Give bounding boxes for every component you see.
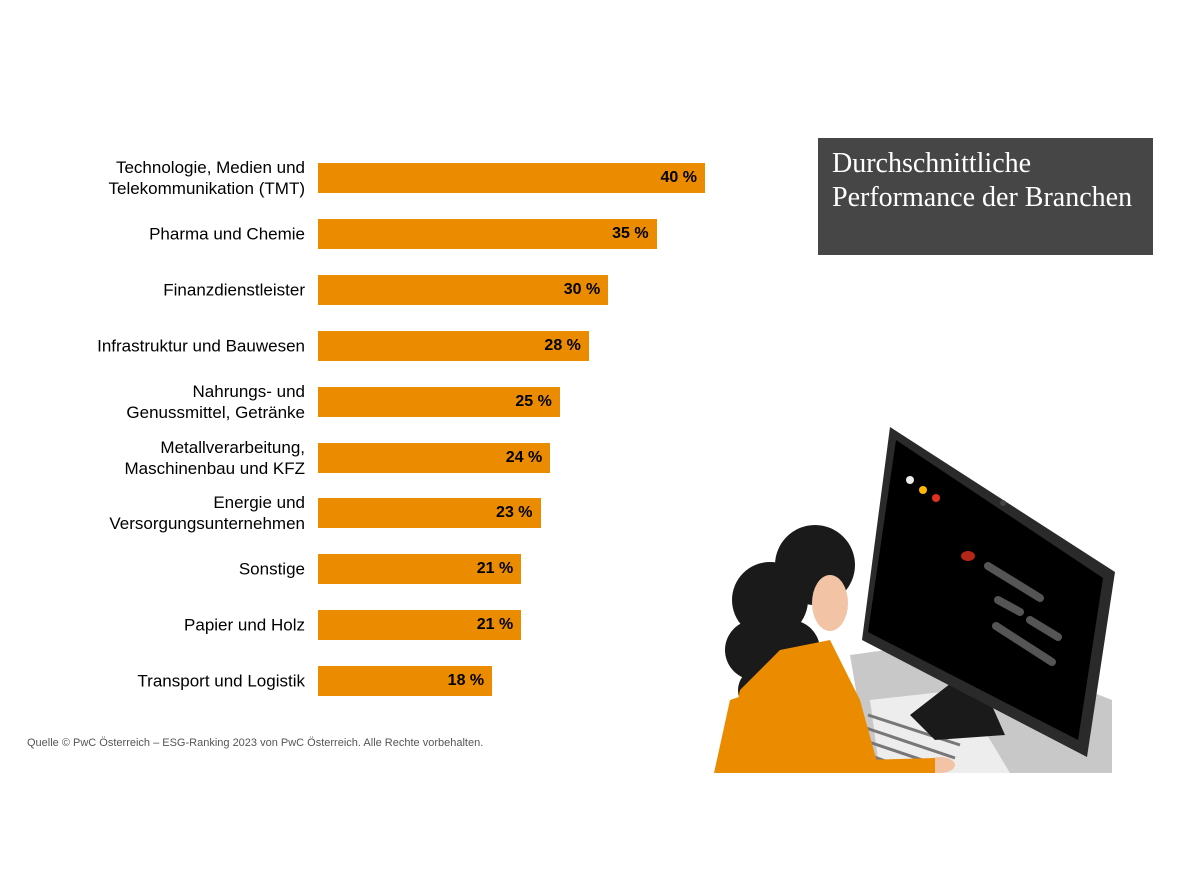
category-label: Finanzdienstleister — [163, 280, 305, 300]
value-label: 28 % — [544, 336, 581, 354]
bar — [318, 498, 541, 529]
chart-title: Durchschnittliche Performance der Branch… — [818, 138, 1153, 255]
category-label: Papier und Holz — [184, 615, 305, 635]
value-label: 25 % — [515, 392, 552, 410]
bar — [318, 610, 522, 641]
category-label: Technologie, Medien und Telekommunikatio… — [108, 158, 306, 198]
bar — [318, 163, 705, 193]
value-label: 24 % — [505, 448, 543, 466]
category-label: Pharma und Chemie — [149, 224, 305, 244]
category-label: Infrastruktur und Bauwesen — [97, 336, 305, 356]
value-label: 35 % — [612, 224, 649, 242]
category-label: Transport und Logistik — [137, 671, 305, 691]
bar — [318, 554, 522, 585]
category-label: Sonstige — [238, 559, 305, 579]
bar — [318, 666, 493, 697]
value-label: 40 % — [660, 169, 697, 186]
bar — [318, 386, 560, 417]
category-label: Metallverarbeitung, Maschinenbau und KFZ — [124, 437, 306, 478]
value-label: 21 % — [476, 616, 514, 634]
bar — [318, 218, 657, 249]
bar — [318, 442, 551, 473]
category-label: Nahrungs- und Genussmittel, Getränke — [126, 381, 305, 422]
value-label: 30 % — [563, 280, 601, 298]
category-label: Energie und Versorgungsunternehmen — [109, 493, 305, 534]
value-label: 18 % — [447, 672, 485, 690]
bar — [318, 274, 609, 305]
source-note: Quelle © PwC Österreich – ESG-Ranking 20… — [27, 737, 484, 749]
value-label: 23 % — [496, 504, 533, 522]
bar — [318, 330, 589, 361]
value-label: 21 % — [476, 560, 514, 578]
